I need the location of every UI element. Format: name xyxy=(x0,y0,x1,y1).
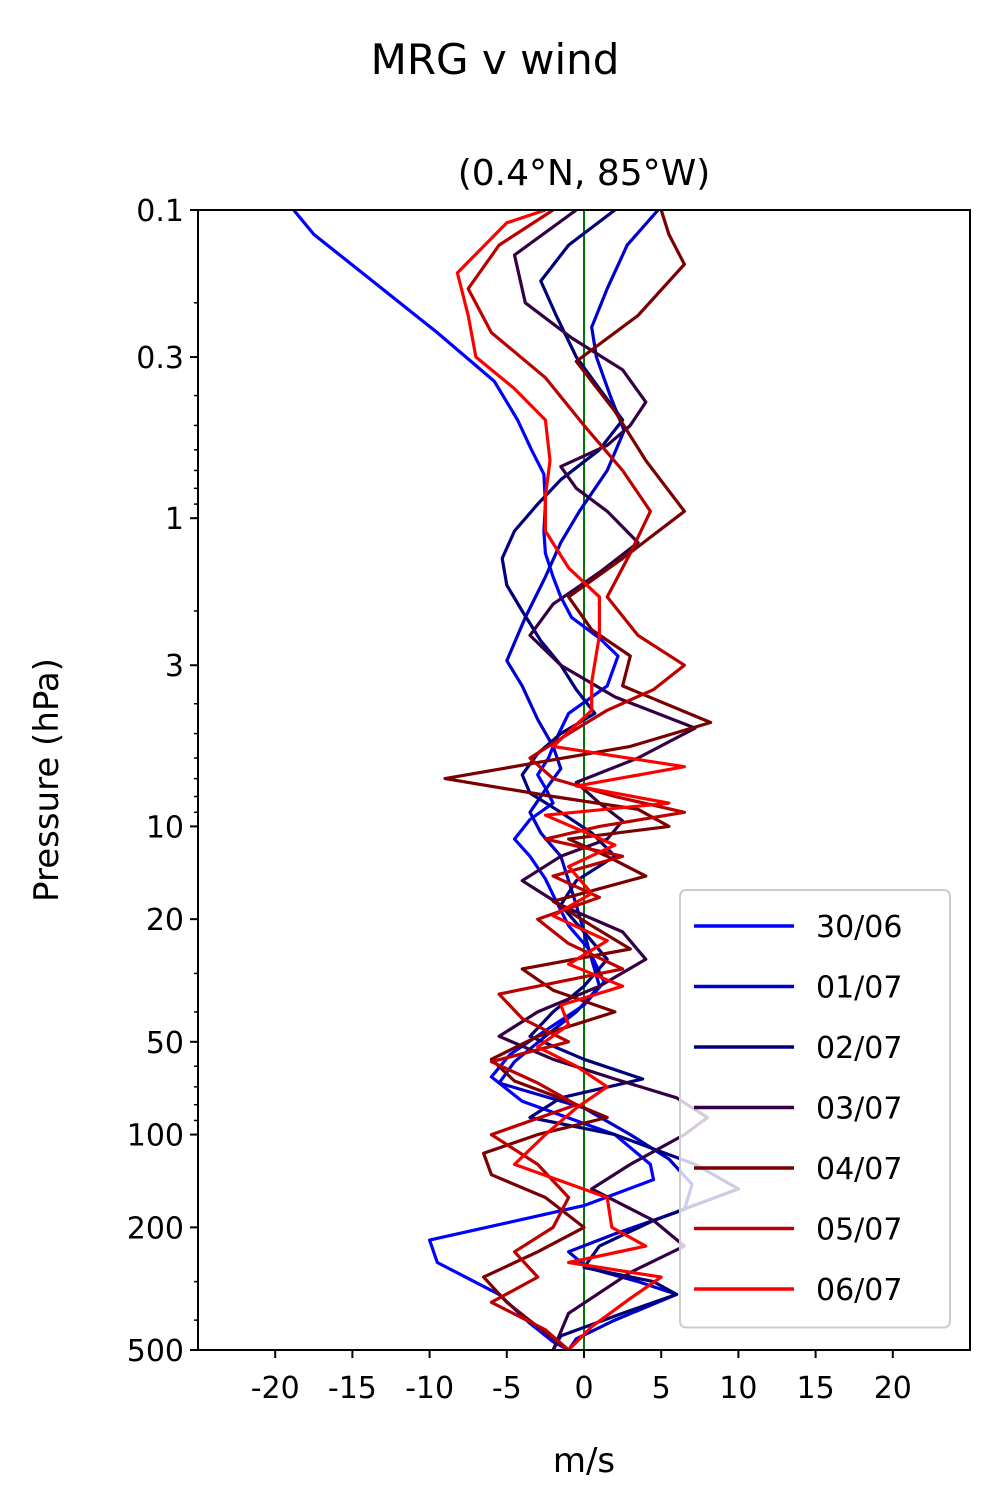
y-tick-label: 3 xyxy=(165,649,184,684)
legend-label-0: 30/06 xyxy=(816,910,902,945)
x-tick-label: -5 xyxy=(492,1371,522,1406)
series-line-6 xyxy=(455,210,687,1350)
x-axis-ticks: -20 -15 -10 -5 0 5 10 15 20 xyxy=(251,1350,912,1406)
y-tick-label: 100 xyxy=(127,1119,184,1154)
series-layer xyxy=(292,210,741,1350)
y-tick-label: 500 xyxy=(127,1334,184,1369)
x-tick-label: -20 xyxy=(251,1371,300,1406)
legend-label-5: 05/07 xyxy=(816,1213,902,1248)
x-tick-label: 10 xyxy=(719,1371,757,1406)
series-line-1 xyxy=(497,210,694,1350)
series-line-0 xyxy=(292,210,656,1350)
x-tick-label: -10 xyxy=(405,1371,454,1406)
legend-label-2: 02/07 xyxy=(816,1031,902,1066)
y-tick-label: 10 xyxy=(146,810,184,845)
y-tick-label: 1 xyxy=(165,502,184,537)
chart-title: (0.4°N, 85°W) xyxy=(458,153,711,194)
x-tick-label: 15 xyxy=(797,1371,835,1406)
figure-suptitle: MRG v wind xyxy=(371,35,620,84)
x-tick-label: 5 xyxy=(652,1371,671,1406)
legend-label-4: 04/07 xyxy=(816,1152,902,1187)
y-tick-label: 0.3 xyxy=(136,341,184,376)
y-tick-label: 50 xyxy=(146,1026,184,1061)
x-axis-label: m/s xyxy=(553,1441,615,1481)
series-line-4 xyxy=(443,210,713,1350)
x-tick-label: 20 xyxy=(874,1371,912,1406)
x-tick-label: 0 xyxy=(574,1371,593,1406)
legend-label-3: 03/07 xyxy=(816,1092,902,1127)
legend: 30/06 01/07 02/07 03/07 04/07 05/07 06/07 xyxy=(679,889,951,1329)
y-axis-ticks: 0.1 0.3 1 3 10 20 50 100 200 500 xyxy=(127,194,198,1369)
y-tick-label: 200 xyxy=(127,1211,184,1246)
y-tick-label: 0.1 xyxy=(136,194,184,229)
legend-box xyxy=(679,889,951,1329)
y-axis-label: Pressure (hPa) xyxy=(27,658,67,902)
legend-label-6: 06/07 xyxy=(816,1273,902,1308)
y-tick-label: 20 xyxy=(146,903,184,938)
series-line-5 xyxy=(466,210,687,1350)
plot-area xyxy=(197,209,971,1351)
x-tick-label: -15 xyxy=(328,1371,377,1406)
legend-label-1: 01/07 xyxy=(816,971,902,1006)
